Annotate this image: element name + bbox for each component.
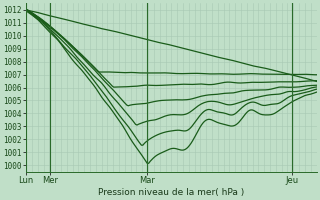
X-axis label: Pression niveau de la mer( hPa ): Pression niveau de la mer( hPa ) <box>98 188 244 197</box>
